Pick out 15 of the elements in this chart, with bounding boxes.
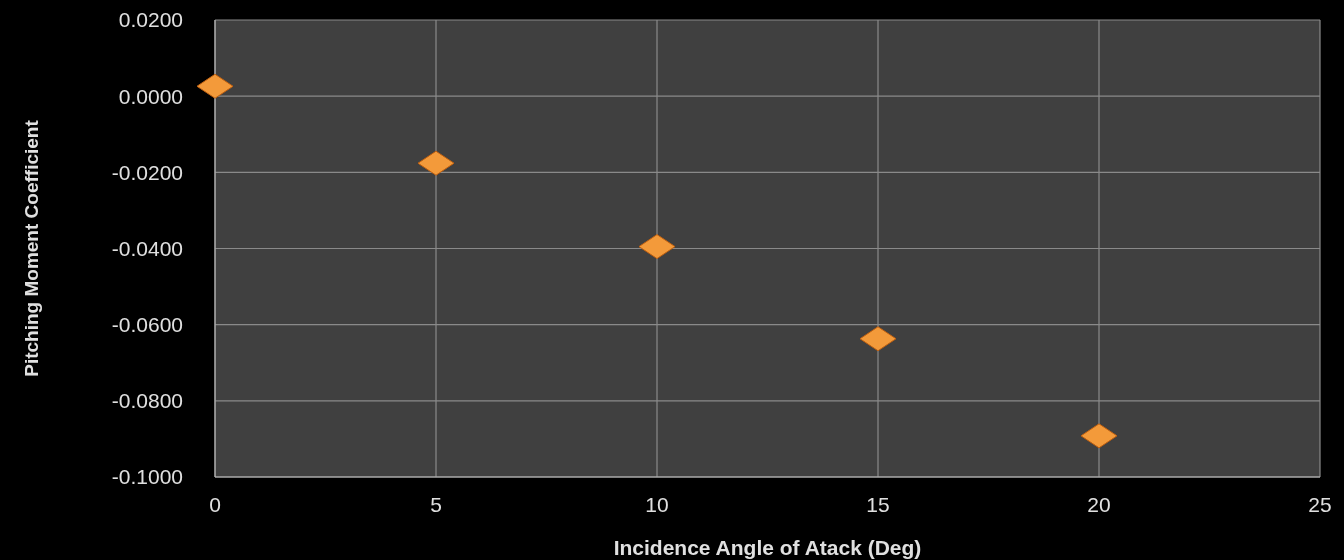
x-tick-label: 15 (866, 493, 890, 516)
x-tick-label: 20 (1087, 493, 1111, 516)
y-tick-label: -0.0200 (111, 160, 183, 184)
y-tick-label: -0.1000 (111, 465, 183, 489)
x-tick-label: 5 (430, 493, 442, 516)
x-tick-label: 10 (645, 493, 669, 516)
y-tick-label: -0.0800 (111, 389, 183, 413)
x-axis-title: Incidence Angle of Atack (Deg) (613, 536, 922, 559)
y-tick-label: 0.0200 (118, 8, 183, 32)
x-tick-label: 0 (209, 493, 221, 516)
y-axis-title: Pitching Moment Coefficient (21, 119, 42, 377)
y-tick-label: -0.0400 (111, 236, 183, 260)
y-tick-label: 0.0000 (118, 84, 183, 108)
x-tick-label: 25 (1308, 493, 1332, 516)
y-tick-label: -0.0600 (111, 313, 183, 337)
